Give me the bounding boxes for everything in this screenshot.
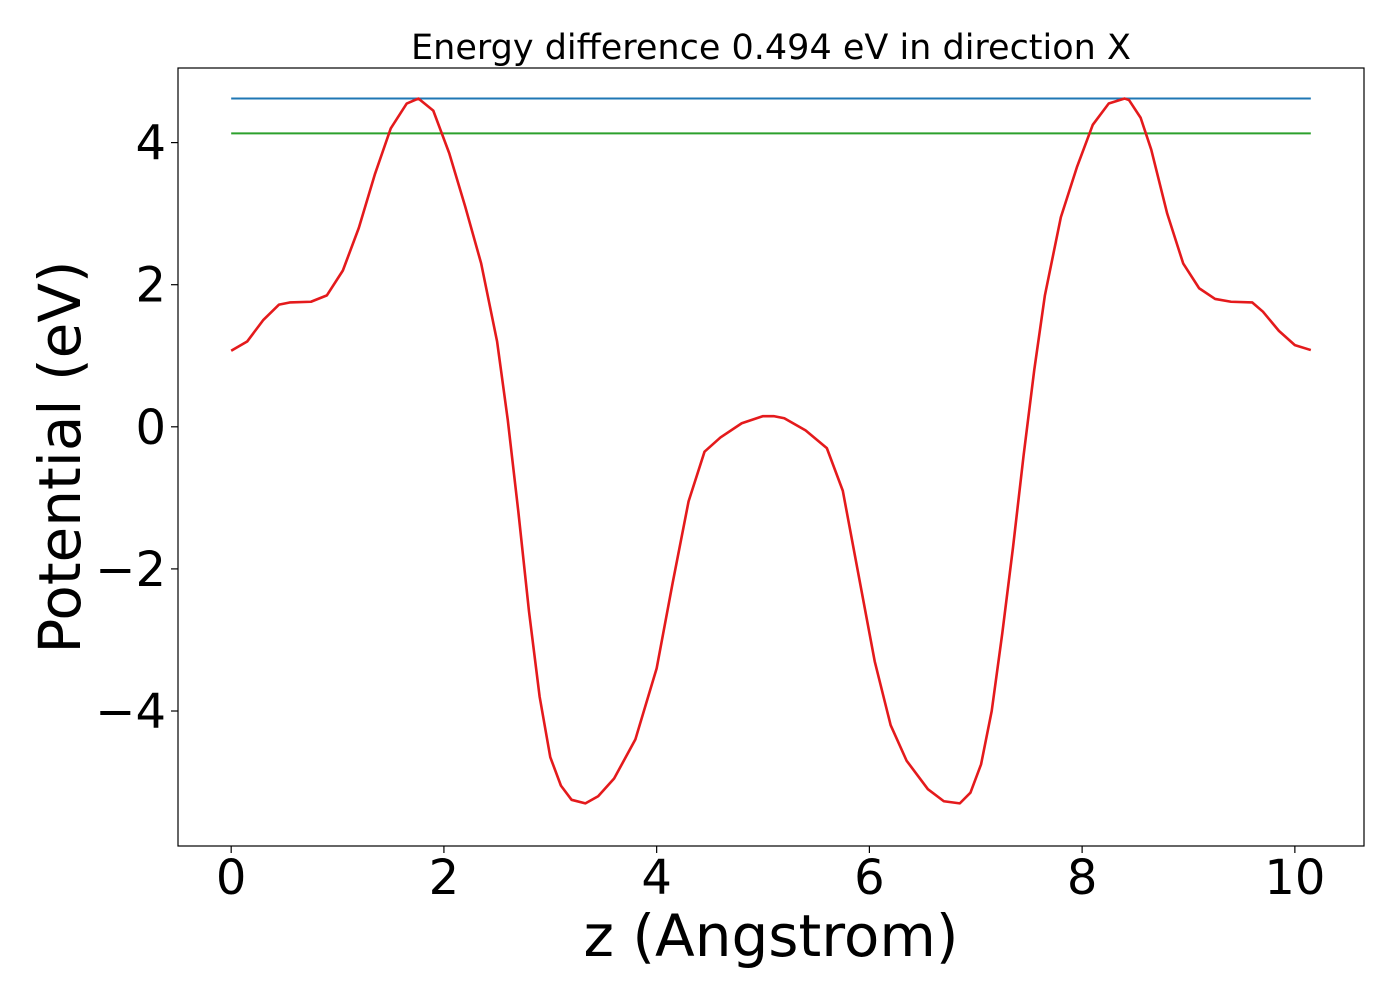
x-tick-label: 0 <box>216 850 247 906</box>
x-tick-label: 8 <box>1067 850 1098 906</box>
chart-title: Energy difference 0.494 eV in direction … <box>411 28 1131 68</box>
x-tick-label: 2 <box>429 850 460 906</box>
y-tick-label: 2 <box>135 258 166 314</box>
y-tick-label: 0 <box>135 400 166 456</box>
x-axis-ticks: 0 2 4 6 8 10 <box>216 846 1325 906</box>
series-line-3 <box>230 97 1312 805</box>
y-tick-label: −2 <box>95 542 166 598</box>
series-layer <box>230 97 1312 805</box>
x-tick-label: 4 <box>641 850 672 906</box>
y-tick-label: 4 <box>135 116 166 172</box>
y-axis-ticks: −4 −2 0 2 4 <box>95 116 178 740</box>
y-axis-label: Potential (eV) <box>26 260 94 653</box>
x-tick-label: 6 <box>854 850 885 906</box>
y-tick-label: −4 <box>95 684 166 740</box>
plot-background <box>178 68 1364 846</box>
x-axis-label: z (Angstrom) <box>584 902 959 970</box>
plot-frame <box>177 67 1365 847</box>
x-tick-label: 10 <box>1264 850 1325 906</box>
